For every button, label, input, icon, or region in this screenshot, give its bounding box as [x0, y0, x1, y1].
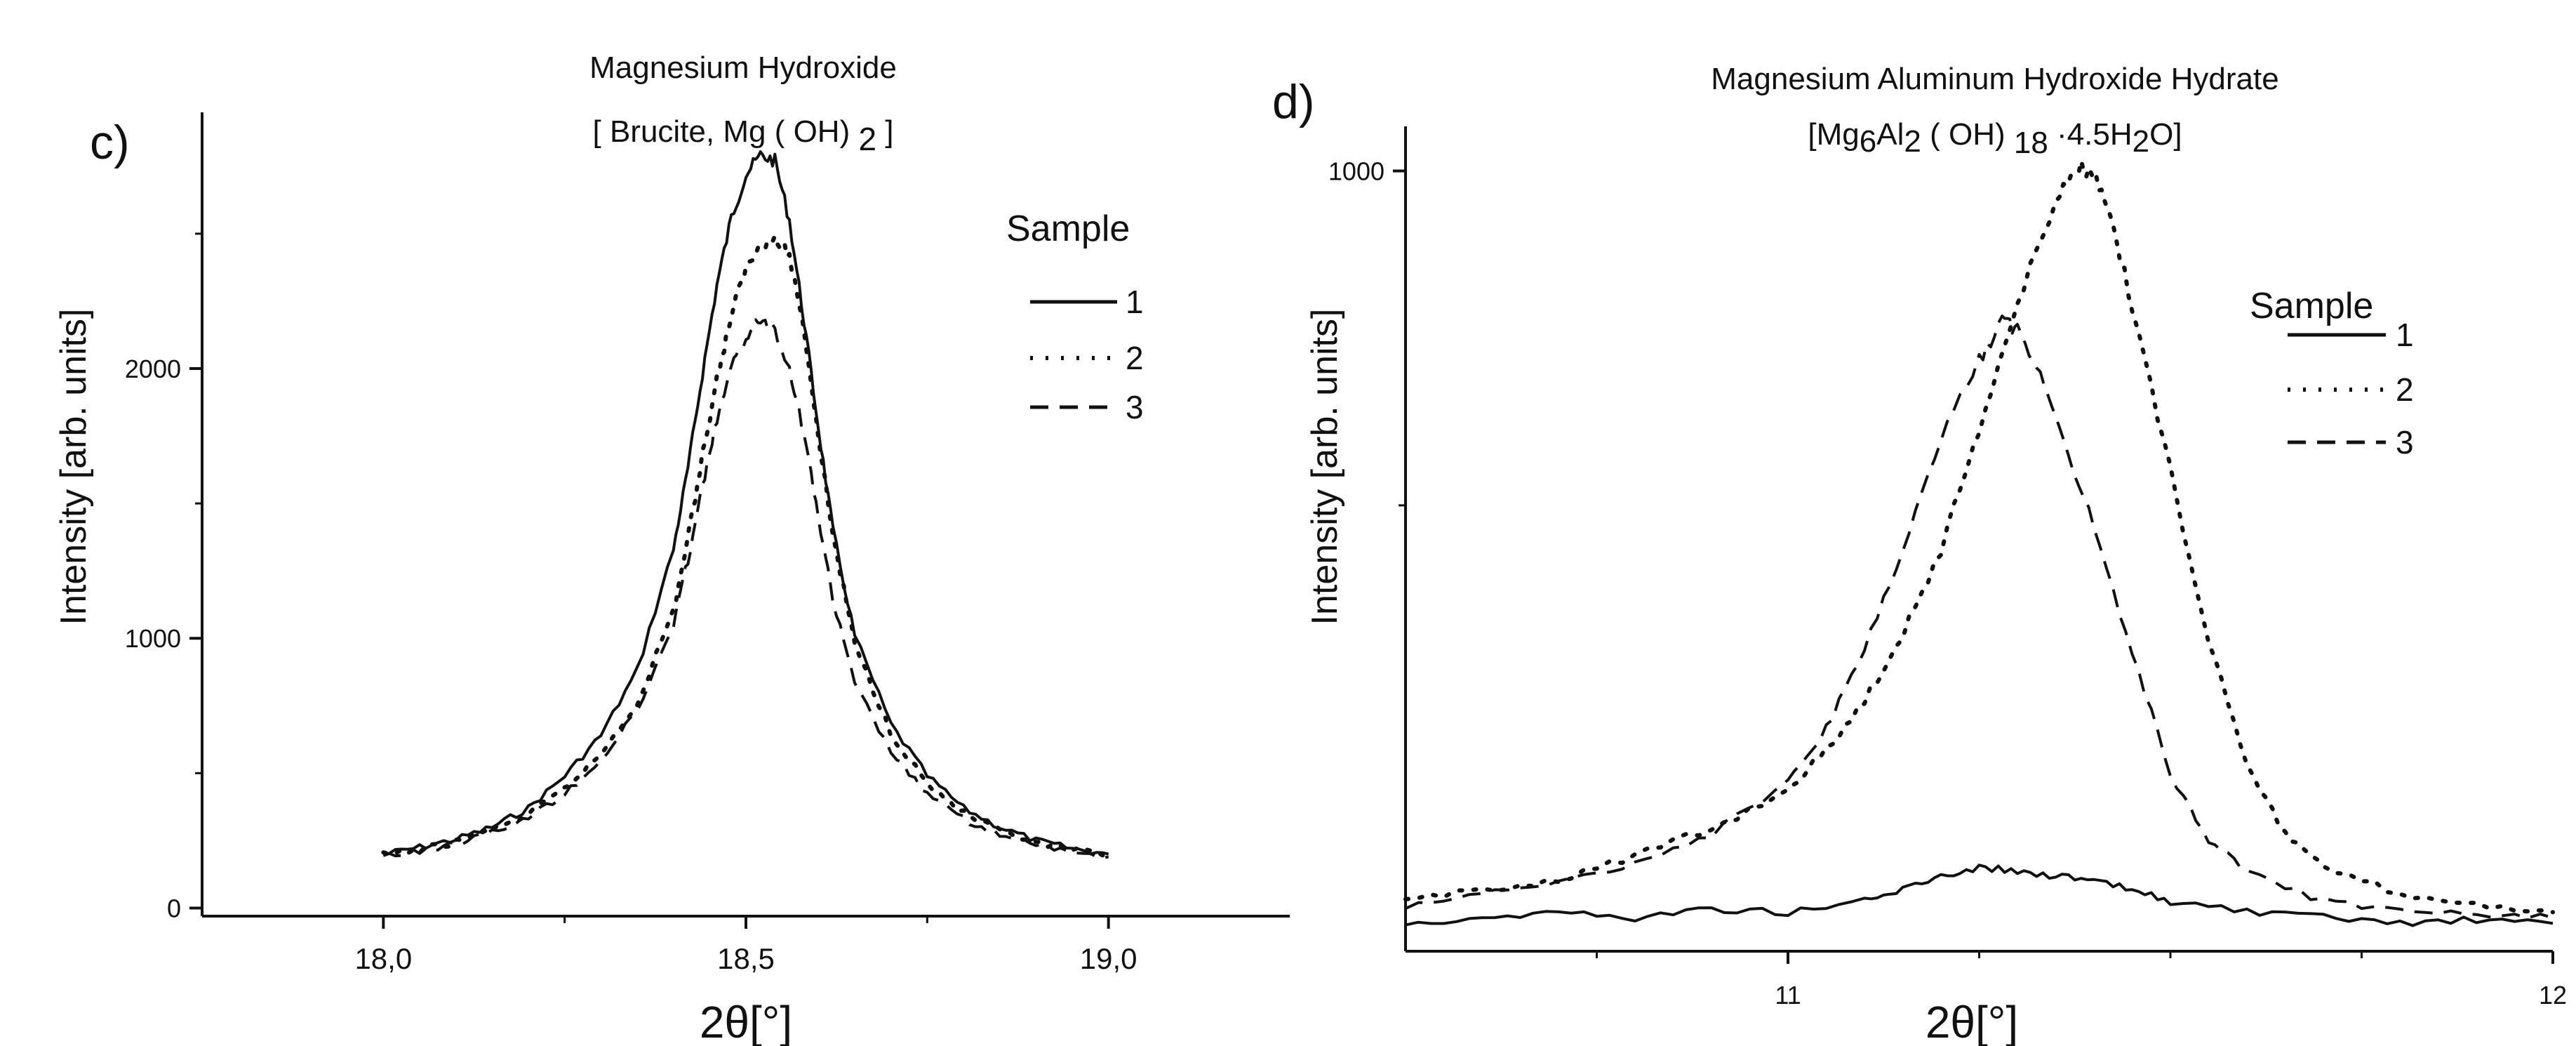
legend-label-1: 1 — [1126, 284, 1144, 320]
panel-c-title-line1: Magnesium Hydroxide — [589, 51, 897, 85]
panel-c: c) Magnesium Hydroxide [ Brucite, Mg ( O… — [53, 51, 1290, 1046]
x-tick-label: 11 — [1775, 981, 1801, 1009]
legend-label-2: 2 — [1126, 340, 1144, 376]
y-tick-label: 2000 — [125, 355, 181, 383]
y-tick-label: 1000 — [1328, 157, 1384, 186]
y-tick-label: 0 — [167, 894, 181, 922]
panel-d-title-part-5: 18 — [2014, 126, 2048, 160]
panel-d-legend: Sample 1 2 3 — [2250, 286, 2414, 461]
panel-d-title-part-6: ·4.5H — [2048, 117, 2133, 152]
panel-d-title-part-8: O] — [2149, 117, 2182, 152]
x-tick-label: 12 — [2539, 981, 2567, 1009]
panel-d-title-part-1: 6 — [1860, 124, 1876, 159]
series-1-line — [383, 150, 1109, 856]
panel-c-label: c) — [90, 116, 130, 169]
panel-c-legend-title: Sample — [1006, 208, 1130, 249]
panel-d-title-part-0: [Mg — [1808, 117, 1859, 152]
y-tick-label: 1000 — [125, 624, 181, 653]
panel-d-title-part-7: 2 — [2133, 124, 2149, 159]
panel-d-ylabel: Intensity [arb. units] — [1304, 309, 1345, 625]
panel-d-title-line1: Magnesium Aluminum Hydroxide Hydrate — [1711, 62, 2278, 96]
panel-d-xlabel: 2θ[°] — [1926, 997, 2018, 1046]
panel-c-title-part-1: 2 — [858, 121, 876, 157]
panel-c-title-part-0: [ Brucite, Mg ( OH) — [593, 114, 859, 149]
x-tick-label: 18,0 — [354, 942, 412, 975]
legend-label-3: 3 — [1126, 389, 1144, 425]
panel-d-legend-title: Sample — [2250, 286, 2373, 326]
panel-d: d) Magnesium Aluminum Hydroxide Hydrate … — [1272, 62, 2567, 1046]
panel-c-xlabel: 2θ[°] — [700, 997, 792, 1046]
x-tick-label: 19,0 — [1080, 942, 1137, 975]
series-3-line — [382, 318, 1109, 860]
panel-c-title-part-2: ] — [876, 114, 893, 149]
panel-c-plot: 18,0 18,5 19,0 0 1000 2000 — [125, 112, 1290, 975]
panel-d-title-part-4: ( OH) — [1921, 117, 2014, 152]
panel-c-ylabel: Intensity [arb. units] — [53, 309, 94, 625]
panel-d-label: d) — [1272, 75, 1314, 128]
x-tick-label: 18,5 — [717, 942, 775, 975]
legend-label-2: 2 — [2396, 371, 2414, 408]
legend-label-3: 3 — [2396, 424, 2414, 461]
panel-d-title-part-2: Al — [1876, 117, 1904, 152]
series-2-line — [1403, 158, 2555, 915]
panel-d-title-line2: [Mg6Al2 ( OH) 18 ·4.5H2O] — [1808, 117, 2182, 160]
series-1-line — [1405, 863, 2554, 927]
panel-c-title-line2: [ Brucite, Mg ( OH) 2 ] — [593, 114, 894, 157]
series-3-line — [1405, 315, 2554, 920]
legend-label-1: 1 — [2396, 317, 2414, 353]
panel-d-title-part-3: 2 — [1904, 124, 1921, 159]
panel-c-legend: Sample 1 2 3 — [1006, 208, 1144, 425]
series-2-line — [381, 234, 1111, 858]
